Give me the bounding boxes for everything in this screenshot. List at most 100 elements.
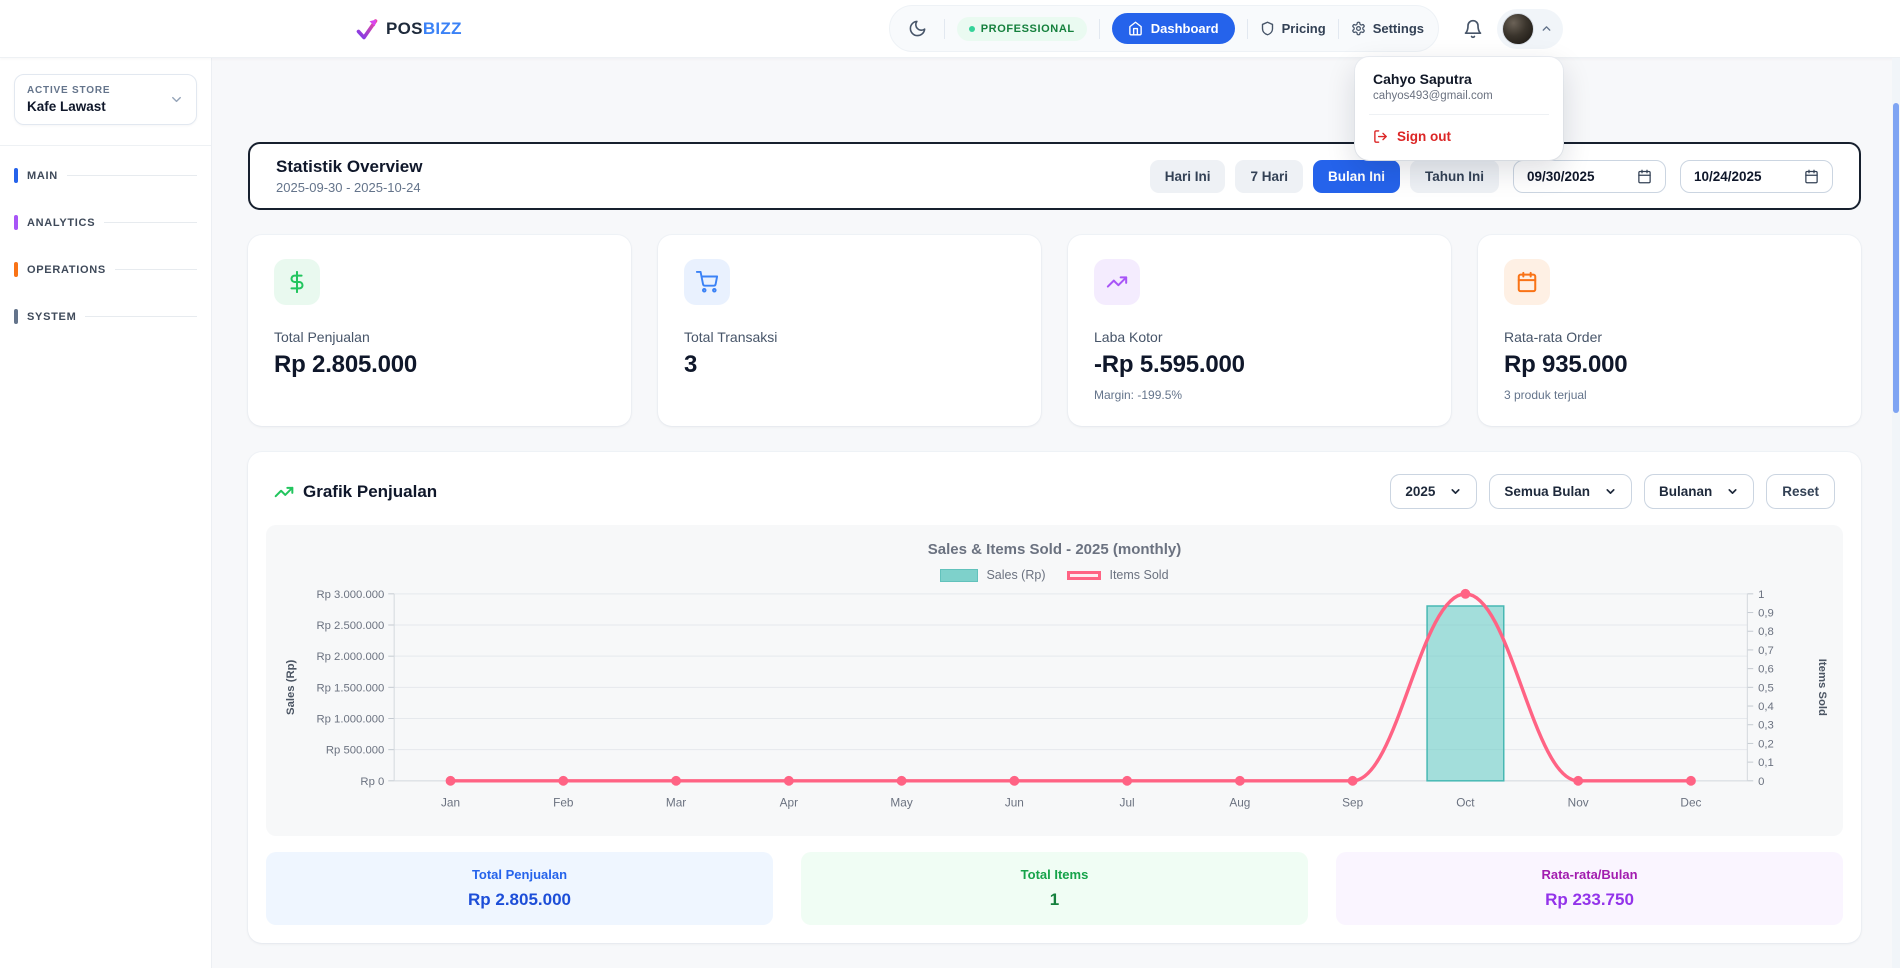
dark-mode-toggle[interactable] xyxy=(904,15,932,43)
svg-text:0,6: 0,6 xyxy=(1758,664,1774,676)
svg-text:Aug: Aug xyxy=(1229,795,1250,809)
svg-text:0,5: 0,5 xyxy=(1758,682,1774,694)
section-accent-bar xyxy=(14,215,18,230)
svg-text:Oct: Oct xyxy=(1456,795,1475,809)
filter-hari-ini[interactable]: Hari Ini xyxy=(1149,159,1226,193)
date-from-input[interactable] xyxy=(1527,168,1611,184)
user-name: Cahyo Saputra xyxy=(1373,71,1472,87)
main-content: Statistik Overview 2025-09-30 - 2025-10-… xyxy=(212,58,1900,968)
year-select[interactable]: 2025 xyxy=(1390,474,1478,509)
settings-button[interactable]: Settings xyxy=(1351,21,1424,36)
margin-subtext: Margin: -199.5% xyxy=(1094,388,1183,402)
chart-title: Sales & Items Sold - 2025 (monthly) xyxy=(927,541,1182,558)
bell-icon xyxy=(1463,19,1483,39)
scrollbar[interactable] xyxy=(1892,58,1900,968)
overview-date-range: 2025-09-30 - 2025-10-24 xyxy=(276,180,421,195)
grafik-penjualan-card: Grafik Penjualan 2025 Semua Bulan Bulana… xyxy=(248,452,1861,944)
svg-text:0,7: 0,7 xyxy=(1758,645,1774,657)
active-store-name: Kafe Lawast xyxy=(27,99,106,114)
svg-text:Rp 0: Rp 0 xyxy=(360,776,384,788)
shield-icon xyxy=(1260,21,1275,36)
dashboard-button[interactable]: Dashboard xyxy=(1111,13,1235,44)
plan-badge: PROFESSIONAL xyxy=(956,16,1087,41)
month-select[interactable]: Semua Bulan xyxy=(1489,474,1632,509)
moon-icon xyxy=(908,19,927,38)
active-store-label: ACTIVE STORE xyxy=(27,85,111,96)
svg-text:Dec: Dec xyxy=(1680,795,1701,809)
sidebar-section-operations[interactable]: OPERATIONS xyxy=(14,262,197,277)
user-email: cahyos493@gmail.com xyxy=(1373,90,1493,102)
user-menu-trigger[interactable] xyxy=(1497,8,1563,49)
chevron-down-icon xyxy=(1604,485,1617,498)
card-rata-rata-order: Rata-rata Order Rp 935.000 3 produk terj… xyxy=(1478,235,1861,426)
svg-text:0,3: 0,3 xyxy=(1758,720,1774,732)
avatar xyxy=(1502,12,1534,45)
chart-legend: Sales (Rp) Items Sold xyxy=(278,568,1831,582)
sidebar-section-main[interactable]: MAIN xyxy=(14,168,197,183)
summary-total-items: Total Items 1 xyxy=(801,852,1308,926)
section-accent-bar xyxy=(14,168,18,183)
calendar-icon xyxy=(1637,169,1652,184)
svg-text:0,4: 0,4 xyxy=(1758,701,1774,713)
user-dropdown: Cahyo Saputra cahyos493@gmail.com Sign o… xyxy=(1355,57,1563,160)
home-icon xyxy=(1128,21,1143,36)
legend-sales[interactable]: Sales (Rp) xyxy=(940,568,1045,582)
pricing-button[interactable]: Pricing xyxy=(1260,21,1326,36)
active-store-select[interactable]: ACTIVE STORE Kafe Lawast xyxy=(14,74,197,125)
svg-text:Nov: Nov xyxy=(1568,795,1589,809)
reset-button[interactable]: Reset xyxy=(1766,474,1835,509)
chevron-up-icon xyxy=(1540,22,1553,35)
date-to-input[interactable] xyxy=(1694,168,1778,184)
svg-text:Rp 500.000: Rp 500.000 xyxy=(326,745,384,757)
granularity-select[interactable]: Bulanan xyxy=(1643,474,1755,509)
svg-text:0,9: 0,9 xyxy=(1758,607,1774,619)
svg-text:Rp 1.500.000: Rp 1.500.000 xyxy=(316,682,384,694)
kpi-cards: Total Penjualan Rp 2.805.000 Total Trans… xyxy=(248,235,1861,426)
svg-text:Rp 1.000.000: Rp 1.000.000 xyxy=(316,713,384,725)
svg-text:Feb: Feb xyxy=(553,795,574,809)
card-total-transaksi: Total Transaksi 3 xyxy=(658,235,1041,426)
sidebar: ACTIVE STORE Kafe Lawast MAIN ANALYTICS … xyxy=(0,58,212,968)
section-accent-bar xyxy=(14,262,18,277)
statistik-overview-card: Statistik Overview 2025-09-30 - 2025-10-… xyxy=(248,142,1861,210)
top-navbar: POSBIZZ PROFESSIONAL Dashboard Pricing xyxy=(0,0,1900,58)
summary-rata-rata-bulan: Rata-rata/Bulan Rp 233.750 xyxy=(1336,852,1843,926)
svg-text:Mar: Mar xyxy=(666,795,686,809)
svg-text:Sep: Sep xyxy=(1342,795,1363,809)
sidebar-section-analytics[interactable]: ANALYTICS xyxy=(14,215,197,230)
nav-pill: PROFESSIONAL Dashboard Pricing Settings xyxy=(888,5,1439,52)
date-from-field[interactable] xyxy=(1513,159,1666,193)
produk-terjual-subtext: 3 produk terjual xyxy=(1504,388,1587,402)
svg-text:0,8: 0,8 xyxy=(1758,626,1774,638)
legend-items-sold[interactable]: Items Sold xyxy=(1067,568,1169,582)
svg-text:0,2: 0,2 xyxy=(1758,738,1774,750)
card-laba-kotor: Laba Kotor -Rp 5.595.000 Margin: -199.5% xyxy=(1068,235,1451,426)
status-dot xyxy=(968,25,975,32)
brand-logo[interactable]: POSBIZZ xyxy=(355,17,462,41)
svg-text:May: May xyxy=(890,795,912,809)
brand-name: POSBIZZ xyxy=(386,18,462,38)
svg-text:Jan: Jan xyxy=(441,795,460,809)
svg-text:Jul: Jul xyxy=(1120,795,1135,809)
date-to-field[interactable] xyxy=(1680,159,1833,193)
svg-text:Items Sold: Items Sold xyxy=(1816,659,1828,716)
chart-summary-cards: Total Penjualan Rp 2.805.000 Total Items… xyxy=(266,852,1843,926)
overview-title: Statistik Overview xyxy=(276,157,423,176)
svg-text:Rp 2.500.000: Rp 2.500.000 xyxy=(316,620,384,632)
gear-icon xyxy=(1351,21,1366,36)
trending-up-icon xyxy=(1094,259,1140,305)
svg-text:Rp 2.000.000: Rp 2.000.000 xyxy=(316,651,384,663)
scrollbar-thumb[interactable] xyxy=(1893,103,1899,413)
sign-out-button[interactable]: Sign out xyxy=(1373,125,1451,148)
filter-tahun-ini[interactable]: Tahun Ini xyxy=(1410,159,1499,193)
notifications-button[interactable] xyxy=(1459,15,1487,43)
calendar-icon xyxy=(1804,169,1819,184)
log-out-icon xyxy=(1373,129,1388,144)
svg-text:Apr: Apr xyxy=(780,795,798,809)
filter-7-hari[interactable]: 7 Hari xyxy=(1235,159,1303,193)
sidebar-section-system[interactable]: SYSTEM xyxy=(14,309,197,324)
filter-bulan-ini[interactable]: Bulan Ini xyxy=(1313,159,1400,193)
trending-up-icon xyxy=(274,482,294,502)
svg-text:Jun: Jun xyxy=(1005,795,1024,809)
chevron-down-icon xyxy=(1449,485,1462,498)
